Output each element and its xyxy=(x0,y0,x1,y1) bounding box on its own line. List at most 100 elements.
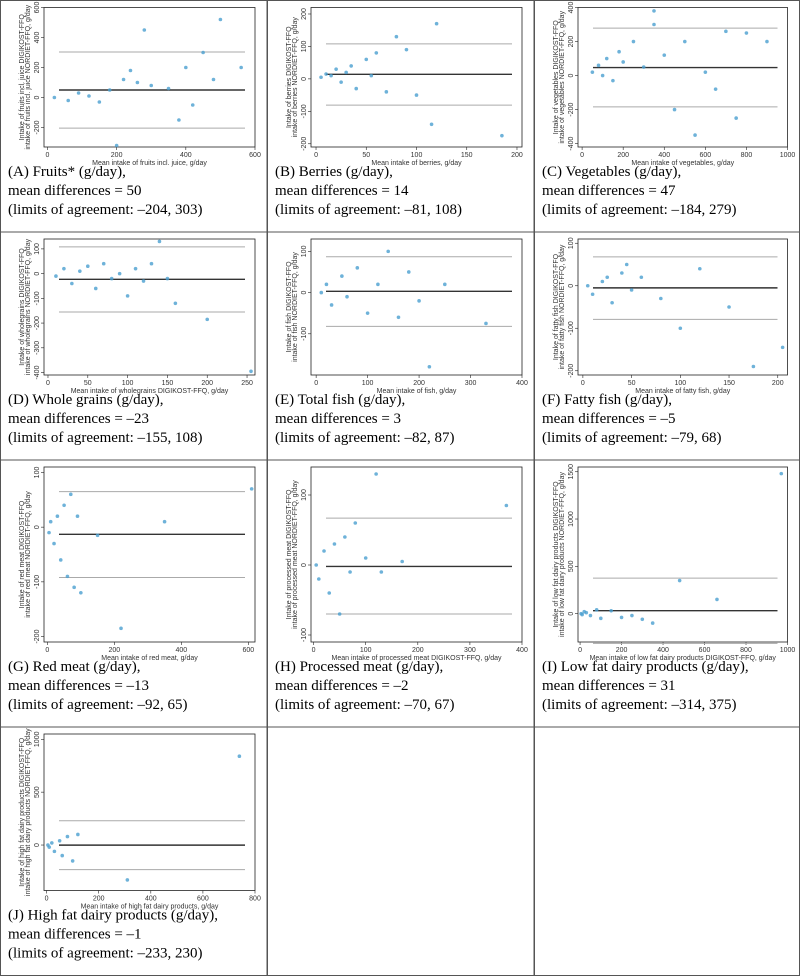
caption-line: (J) High fat dairy products (g/day), xyxy=(8,908,218,924)
data-point xyxy=(599,616,603,621)
data-point xyxy=(249,487,254,491)
x-tick-label: 300 xyxy=(465,380,477,387)
plot-frame xyxy=(310,466,523,643)
y-tick-label: 500 xyxy=(34,786,41,798)
data-point xyxy=(249,369,253,374)
data-point xyxy=(339,80,343,84)
y-axis-label: intake of high fat dairy products NORDIE… xyxy=(25,728,32,896)
data-point xyxy=(406,270,411,274)
data-point xyxy=(365,311,370,315)
x-axis-label: Mean intake of wholegrains DIGIKOST-FFQ,… xyxy=(71,388,229,395)
y-axis-label: intake of fruits incl. juice NORDIET-FFQ… xyxy=(25,4,32,149)
x-axis-label: Mean intake of low fat dairy products DI… xyxy=(590,655,777,662)
data-point xyxy=(650,621,655,625)
caption-line: mean differences = –13 xyxy=(8,678,149,694)
caption-line: (I) Low fat dairy products (g/day), xyxy=(542,659,749,675)
x-tick-label: 50 xyxy=(362,152,370,159)
data-point xyxy=(355,266,360,270)
data-point xyxy=(394,34,399,39)
x-axis-label: Mean intake of high fat dairy products, … xyxy=(81,904,219,911)
data-point xyxy=(396,315,401,320)
x-tick-label: 600 xyxy=(242,647,254,654)
y-tick-label: 200 xyxy=(568,36,575,48)
caption-line: (H) Processed meat (g/day), xyxy=(275,659,443,675)
cell-border xyxy=(267,726,535,976)
data-point xyxy=(319,75,323,80)
caption-line: mean differences = –2 xyxy=(275,678,409,694)
x-tick-label: 150 xyxy=(162,380,174,387)
y-tick-label: -200 xyxy=(34,120,41,134)
data-point xyxy=(640,617,645,622)
data-point xyxy=(504,503,509,508)
data-point xyxy=(584,610,589,615)
caption-line: (limits of agreement: –233, 230) xyxy=(8,946,203,962)
y-axis-label: Intake of berries DIGIKOST-FFQ xyxy=(286,26,293,128)
data-point xyxy=(133,266,138,271)
data-point xyxy=(107,88,112,92)
data-point xyxy=(434,21,439,26)
x-tick-label: 0 xyxy=(314,152,318,159)
data-point xyxy=(324,72,328,76)
data-point xyxy=(76,832,80,837)
caption-line: (limits of agreement: –81, 108) xyxy=(275,202,462,218)
y-tick-label: 0 xyxy=(568,284,575,288)
data-point xyxy=(334,67,338,71)
data-point xyxy=(121,77,126,82)
data-point xyxy=(677,578,682,583)
data-point xyxy=(54,274,58,278)
data-point xyxy=(605,275,610,280)
x-tick-label: 250 xyxy=(241,380,253,387)
y-axis-label: Intake of low fat dairy products DIGIKOS… xyxy=(553,481,560,628)
y-axis-label: Intake of fruits incl. juice DIGIKOST-FF… xyxy=(19,14,26,141)
y-tick-label: 0 xyxy=(34,843,41,847)
y-tick-label: 0 xyxy=(301,563,308,567)
x-tick-label: 400 xyxy=(180,152,192,159)
plot-frame xyxy=(577,466,788,643)
x-tick-label: 400 xyxy=(657,647,669,654)
data-point xyxy=(639,275,644,280)
data-point xyxy=(349,64,353,68)
data-point xyxy=(70,281,74,286)
y-tick-label: -100 xyxy=(301,628,308,642)
data-point xyxy=(364,57,369,62)
y-tick-label: 100 xyxy=(568,237,575,249)
x-tick-label: 800 xyxy=(740,647,752,654)
data-point xyxy=(340,274,344,278)
caption-line: (limits of agreement: –155, 108) xyxy=(8,430,203,446)
data-point xyxy=(374,472,378,476)
data-point xyxy=(48,519,53,524)
data-point xyxy=(611,78,615,83)
data-point xyxy=(386,249,390,254)
data-point xyxy=(128,68,133,73)
data-point xyxy=(57,839,62,843)
x-tick-label: 0 xyxy=(314,380,318,387)
data-point xyxy=(218,17,223,22)
y-tick-label: 100 xyxy=(301,40,308,52)
caption-line: (limits of agreement: –70, 67) xyxy=(275,697,455,713)
panel: 0 200 400 600 -200 0 200 400 600 Mean intake of f… xyxy=(8,2,261,218)
data-point xyxy=(142,28,147,32)
y-tick-label: 100 xyxy=(34,467,41,479)
x-axis-label: Mean intake of red meat, g/day xyxy=(101,655,198,662)
y-tick-label: -100 xyxy=(34,291,41,305)
x-tick-label: 200 xyxy=(108,647,120,654)
data-point xyxy=(484,321,488,326)
x-tick-label: 200 xyxy=(201,380,213,387)
data-point xyxy=(319,290,324,295)
data-point xyxy=(348,570,352,574)
data-point xyxy=(162,519,167,524)
x-tick-label: 100 xyxy=(362,380,374,387)
y-tick-label: 0 xyxy=(301,291,308,295)
data-point xyxy=(600,73,605,78)
caption-line: mean differences = 14 xyxy=(275,183,409,199)
x-tick-label: 0 xyxy=(46,152,50,159)
data-point xyxy=(715,597,719,602)
data-point xyxy=(93,286,98,291)
data-point xyxy=(47,845,52,849)
data-point xyxy=(166,86,171,91)
x-tick-label: 100 xyxy=(122,380,134,387)
data-point xyxy=(354,86,359,91)
data-point xyxy=(500,133,504,138)
